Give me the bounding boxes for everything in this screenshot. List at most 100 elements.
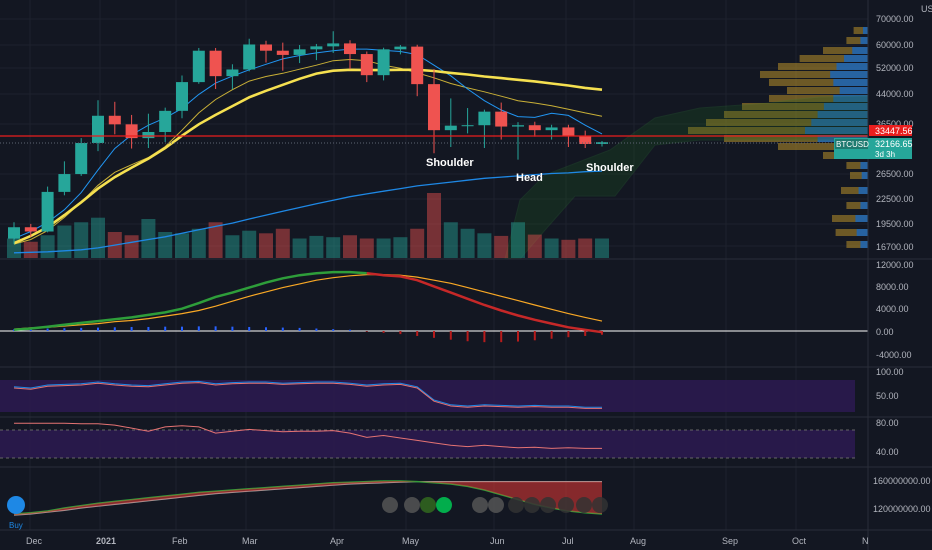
volume-bar bbox=[427, 193, 441, 258]
candle-body bbox=[192, 50, 205, 83]
price-tick: 70000.00 bbox=[876, 14, 914, 24]
candle-body bbox=[24, 227, 37, 232]
candle-body bbox=[344, 43, 356, 55]
macd-axis: 12000.00 8000.00 4000.00 0.00 -4000.00 bbox=[876, 260, 914, 360]
macd-histogram-bar bbox=[483, 331, 486, 343]
right-shoulder-label[interactable]: Shoulder bbox=[586, 162, 634, 174]
candle-body bbox=[276, 50, 289, 55]
volume-bar bbox=[191, 228, 206, 258]
candle-body bbox=[310, 46, 323, 50]
macd-histogram-bar bbox=[113, 327, 116, 331]
profile-bar bbox=[799, 55, 868, 62]
obv-pane bbox=[13, 480, 603, 516]
left-shoulder-label[interactable]: Shoulder bbox=[426, 157, 474, 169]
macd-line-falling bbox=[366, 272, 603, 334]
time-tick: Apr bbox=[330, 536, 344, 546]
profile-bar bbox=[841, 187, 868, 194]
candle-body bbox=[394, 46, 407, 50]
time-tick: May bbox=[402, 536, 420, 546]
obv-tick: 120000000.00 bbox=[873, 504, 931, 514]
profile-bar bbox=[846, 202, 868, 209]
price-axis[interactable]: USD 70000.00 60000.00 52000.00 44000.00 … bbox=[834, 4, 932, 252]
obv-axis: 160000000.00 120000000.00 bbox=[873, 476, 931, 514]
candle-body bbox=[512, 125, 524, 127]
volume-bar bbox=[259, 233, 273, 258]
signal-dot bbox=[420, 497, 436, 513]
macd-histogram-bar bbox=[63, 328, 66, 331]
profile-bar bbox=[760, 71, 868, 78]
macd-histogram-bar bbox=[97, 327, 99, 331]
profile-bar bbox=[860, 241, 868, 248]
volume-bar bbox=[578, 238, 593, 258]
macd-line-rising bbox=[13, 270, 367, 332]
candle-body bbox=[209, 50, 222, 77]
macd-histogram-bar bbox=[281, 327, 284, 331]
volume-bar bbox=[74, 222, 89, 258]
macd-histogram-bar bbox=[416, 331, 419, 336]
time-tick: Aug bbox=[630, 536, 646, 546]
volume-bar bbox=[343, 235, 357, 258]
candle-body bbox=[528, 125, 541, 131]
candle-body bbox=[108, 115, 121, 125]
volume-bar bbox=[91, 217, 105, 258]
time-tick: Oct bbox=[792, 536, 807, 546]
candle-body bbox=[243, 44, 256, 70]
macd-histogram-bar bbox=[46, 328, 49, 331]
volume-bar bbox=[141, 219, 156, 258]
profile-bar bbox=[769, 95, 868, 102]
volume-bar bbox=[544, 238, 559, 258]
signal-dot bbox=[382, 497, 398, 513]
obv-diff-fill bbox=[14, 481, 602, 516]
macd-histogram-bar bbox=[382, 331, 385, 333]
cloud-area bbox=[504, 95, 869, 260]
time-tick: Jun bbox=[490, 536, 505, 546]
volume-bar bbox=[376, 238, 391, 258]
macd-histogram-bar bbox=[517, 331, 519, 342]
time-axis[interactable]: Dec 2021 Feb Mar Apr May Jun Jul Aug Sep… bbox=[26, 536, 869, 546]
macd-histogram-bar bbox=[248, 326, 251, 331]
stoch-tick: 40.00 bbox=[876, 447, 899, 457]
candle-body bbox=[360, 54, 373, 76]
macd-histogram-bar bbox=[500, 331, 503, 343]
thin-ma-line bbox=[13, 58, 603, 245]
profile-bar bbox=[860, 162, 868, 169]
profile-bar bbox=[846, 241, 868, 248]
resistance-price-badge bbox=[869, 125, 912, 136]
profile-bar bbox=[846, 37, 868, 44]
macd-pane bbox=[0, 270, 868, 343]
volume-bar bbox=[359, 238, 374, 258]
volume-bar bbox=[326, 237, 341, 258]
time-tick: Mar bbox=[242, 536, 258, 546]
profile-bar bbox=[862, 27, 868, 34]
price-tick: 44000.00 bbox=[876, 89, 914, 99]
volume-bars bbox=[7, 193, 609, 258]
macd-histogram-bar bbox=[315, 328, 318, 331]
profile-bar bbox=[833, 79, 868, 86]
time-tick: Feb bbox=[172, 536, 188, 546]
profile-bar bbox=[846, 162, 868, 169]
moving-averages bbox=[13, 48, 603, 254]
candle-body bbox=[428, 84, 440, 131]
macd-signal-line bbox=[13, 274, 603, 330]
profile-bar bbox=[778, 63, 868, 70]
candle-body bbox=[562, 127, 575, 137]
macd-histogram-bar bbox=[181, 326, 183, 331]
slow-ma-line bbox=[13, 170, 603, 254]
profile-bar bbox=[830, 71, 868, 78]
profile-bar bbox=[817, 111, 868, 118]
volume-bar bbox=[275, 228, 290, 258]
volume-bar bbox=[57, 225, 72, 258]
profile-bar bbox=[861, 172, 868, 179]
volume-bar bbox=[410, 228, 425, 258]
volume-bar bbox=[527, 234, 542, 258]
signal-dot bbox=[558, 497, 574, 513]
buy-label[interactable]: Buy bbox=[9, 521, 23, 530]
macd-histogram-bar bbox=[550, 331, 553, 339]
candle-body bbox=[92, 115, 104, 143]
volume-bar bbox=[561, 239, 576, 258]
buy-signal-dot[interactable] bbox=[7, 496, 25, 514]
head-label[interactable]: Head bbox=[516, 172, 543, 184]
profile-bar bbox=[856, 229, 868, 236]
profile-bar bbox=[832, 215, 868, 222]
